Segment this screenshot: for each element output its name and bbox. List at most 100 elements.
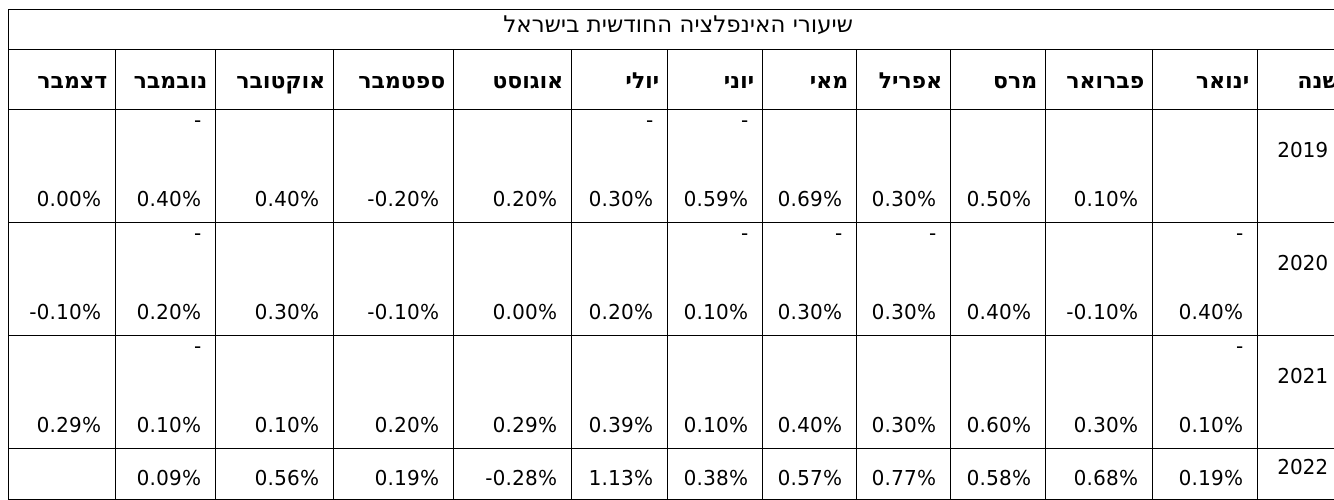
value-cell: -0.10% xyxy=(334,223,454,336)
inflation-value: 0.69% xyxy=(778,188,843,210)
negative-dash: - xyxy=(646,110,653,130)
inflation-value: 0.29% xyxy=(493,414,558,436)
inflation-value: 0.09% xyxy=(137,467,202,489)
inflation-value: 0.10% xyxy=(1074,188,1139,210)
inflation-value: 0.10% xyxy=(255,414,320,436)
value-cell: -0.20% xyxy=(334,110,454,223)
value-cell: -0.30% xyxy=(857,223,951,336)
header-month: ספטמבר xyxy=(334,50,454,110)
inflation-value: 0.20% xyxy=(589,301,654,323)
header-month: פברואר xyxy=(1046,50,1153,110)
header-month: ינואר xyxy=(1153,50,1258,110)
inflation-value: 0.38% xyxy=(684,467,749,489)
value-cell: - 0.40% xyxy=(1153,223,1258,336)
value-cell: 0.40% xyxy=(763,336,857,449)
negative-dash: - xyxy=(1236,336,1243,356)
value-cell: 0.40% xyxy=(951,223,1046,336)
negative-dash: - xyxy=(1236,223,1243,243)
inflation-value: 0.40% xyxy=(1179,301,1244,323)
title-row: שיעורי האינפלציה החודשית בישראל xyxy=(9,10,1334,50)
inflation-value: 0.60% xyxy=(967,414,1032,436)
inflation-value: 0.30% xyxy=(872,188,937,210)
value-cell xyxy=(1153,110,1258,223)
inflation-value: 0.59% xyxy=(684,188,749,210)
header-month: מאי xyxy=(763,50,857,110)
value-cell: 0.38% xyxy=(668,449,763,500)
header-month: מרס xyxy=(951,50,1046,110)
table-row: 2022 0.19% 0.68% 0.58% 0.77% 0.57% 0.38% 1.13% -… xyxy=(9,449,1334,500)
header-year: שנה xyxy=(1258,50,1334,110)
inflation-value: 0.20% xyxy=(493,188,558,210)
value-cell: 0.19% xyxy=(1153,449,1258,500)
inflation-value: 1.13% xyxy=(589,467,654,489)
negative-dash: - xyxy=(194,336,201,356)
inflation-value: 0.30% xyxy=(872,414,937,436)
header-month: דצמבר xyxy=(9,50,116,110)
value-cell: 0.39% xyxy=(572,336,668,449)
negative-dash: - xyxy=(835,223,842,243)
value-cell: 0.10% xyxy=(1046,110,1153,223)
year-cell: 2021 xyxy=(1258,336,1334,449)
inflation-value: -0.10% xyxy=(29,301,101,323)
value-cell: 0.30% xyxy=(216,223,334,336)
table-title: שיעורי האינפלציה החודשית בישראל xyxy=(9,10,1334,50)
header-month: אוגוסט xyxy=(454,50,572,110)
inflation-value: 0.39% xyxy=(589,414,654,436)
negative-dash: - xyxy=(194,223,201,243)
inflation-value: 0.40% xyxy=(137,188,202,210)
value-cell: 0.57% xyxy=(763,449,857,500)
inflation-value: 0.68% xyxy=(1074,467,1139,489)
value-cell: - 0.30% xyxy=(763,223,857,336)
value-cell: - 0.20% xyxy=(116,223,216,336)
value-cell: -0.10% xyxy=(1046,223,1153,336)
inflation-value: 0.77% xyxy=(872,467,937,489)
inflation-value: 0.30% xyxy=(872,301,937,323)
value-cell xyxy=(9,449,116,500)
value-cell: 0.30% xyxy=(1046,336,1153,449)
year-cell: 2020 xyxy=(1258,223,1334,336)
value-cell: 0.60% xyxy=(951,336,1046,449)
table-row: 2020-0.40%-0.10%0.40%-0.30%-0.30%-0.10%0… xyxy=(9,223,1334,336)
value-cell: 0.09% xyxy=(116,449,216,500)
inflation-value: 0.29% xyxy=(37,414,102,436)
inflation-value: 0.10% xyxy=(1179,414,1244,436)
value-cell: 0.68% xyxy=(1046,449,1153,500)
value-cell: 0.20% xyxy=(334,336,454,449)
inflation-value: 0.30% xyxy=(778,301,843,323)
value-cell: 0.10% xyxy=(216,336,334,449)
inflation-value: 0.56% xyxy=(255,467,320,489)
header-month: יוני xyxy=(668,50,763,110)
value-cell: 0.29% xyxy=(454,336,572,449)
value-cell: 0.56% xyxy=(216,449,334,500)
inflation-value: -0.10% xyxy=(367,301,439,323)
inflation-value: 0.19% xyxy=(1179,467,1244,489)
inflation-value: 0.10% xyxy=(684,414,749,436)
value-cell: 0.58% xyxy=(951,449,1046,500)
value-cell: 0.69% xyxy=(763,110,857,223)
header-month: אפריל xyxy=(857,50,951,110)
inflation-value: 0.57% xyxy=(778,467,843,489)
value-cell: -0.10% xyxy=(116,336,216,449)
inflation-value: 0.40% xyxy=(778,414,843,436)
inflation-value: 0.00% xyxy=(37,188,102,210)
value-cell: -0.30% xyxy=(572,110,668,223)
inflation-value: 0.30% xyxy=(1074,414,1139,436)
inflation-value: 0.10% xyxy=(684,301,749,323)
value-cell: 0.10% xyxy=(668,336,763,449)
value-cell: 0.50% xyxy=(951,110,1046,223)
inflation-value: 0.40% xyxy=(967,301,1032,323)
year-cell: 2022 xyxy=(1258,449,1334,500)
inflation-value: -0.28% xyxy=(485,467,557,489)
value-cell: -0.10% xyxy=(9,223,116,336)
value-cell: 0.30% xyxy=(857,110,951,223)
inflation-value: 0.20% xyxy=(137,301,202,323)
inflation-value: 0.40% xyxy=(255,188,320,210)
value-cell: 0.30% xyxy=(857,336,951,449)
inflation-value: 0.20% xyxy=(375,414,440,436)
header-month: יולי xyxy=(572,50,668,110)
value-cell: -0.40% xyxy=(116,110,216,223)
